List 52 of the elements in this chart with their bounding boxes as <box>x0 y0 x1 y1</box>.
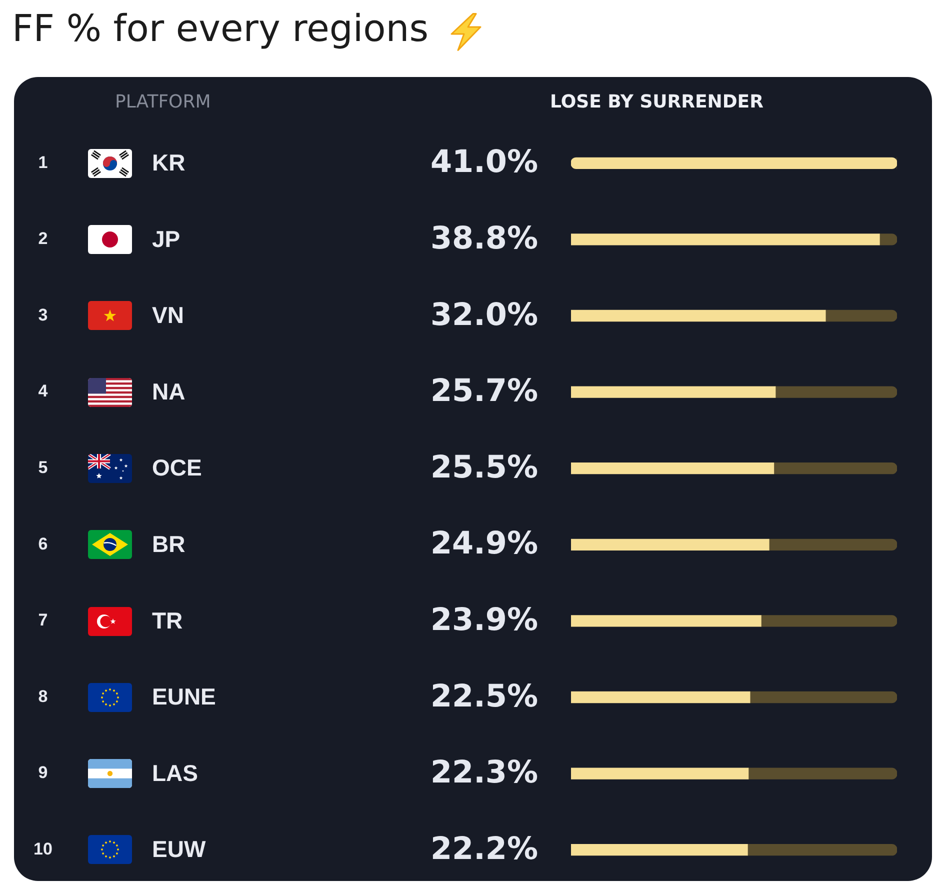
y-tick-label: LAS <box>152 760 198 786</box>
data-label: 25.7% <box>430 373 538 410</box>
text: 3 <box>38 305 48 324</box>
bar <box>571 310 826 322</box>
bar <box>747 844 897 856</box>
y-tick-label: EUNE <box>152 684 216 710</box>
bar <box>879 234 897 246</box>
data-label: 38.8% <box>430 220 538 256</box>
y-tick-label: NA <box>152 378 186 404</box>
data-label: 23.9% <box>430 602 538 638</box>
y-tick-label: VN <box>152 302 184 328</box>
y-tick-label: JP <box>152 226 180 252</box>
text: FF % for every regions <box>12 7 428 50</box>
y-tick-label: EUW <box>152 836 206 862</box>
data-label: 22.2% <box>430 830 538 867</box>
data-label: 22.3% <box>430 754 538 791</box>
text: 1 <box>38 152 48 172</box>
bar <box>748 768 897 780</box>
y-axis-title: PLATFORM <box>115 92 211 113</box>
bar <box>571 157 897 169</box>
bar <box>825 310 897 322</box>
data-label: 24.9% <box>430 526 538 562</box>
data-label: 41.0% <box>430 144 538 180</box>
text: 4 <box>38 382 48 401</box>
bar <box>760 615 897 627</box>
x-axis-title: LOSE BY SURRENDER <box>550 92 764 113</box>
text: 8 <box>38 686 48 706</box>
bar <box>571 691 750 704</box>
y-tick-label: OCE <box>152 454 202 481</box>
bar <box>775 386 897 398</box>
bar <box>571 615 762 627</box>
bar <box>571 234 880 246</box>
bar <box>571 768 749 780</box>
text: 2 <box>38 229 48 248</box>
data-label: 25.5% <box>430 449 538 486</box>
data-label: 22.5% <box>430 678 538 714</box>
bar <box>571 462 774 474</box>
bar <box>750 691 897 704</box>
text: 5 <box>38 458 48 478</box>
text: 6 <box>38 534 48 554</box>
text: 7 <box>38 610 48 630</box>
text: 9 <box>38 763 48 782</box>
bar <box>571 538 770 550</box>
text: 10 <box>34 840 52 859</box>
bar <box>773 462 897 474</box>
y-tick-label: TR <box>152 607 184 634</box>
y-tick-label: KR <box>152 149 186 176</box>
data-label: 32.0% <box>430 296 538 333</box>
y-tick-label: BR <box>152 530 186 557</box>
bar <box>768 538 897 550</box>
bar <box>571 386 776 398</box>
bar <box>571 844 748 856</box>
